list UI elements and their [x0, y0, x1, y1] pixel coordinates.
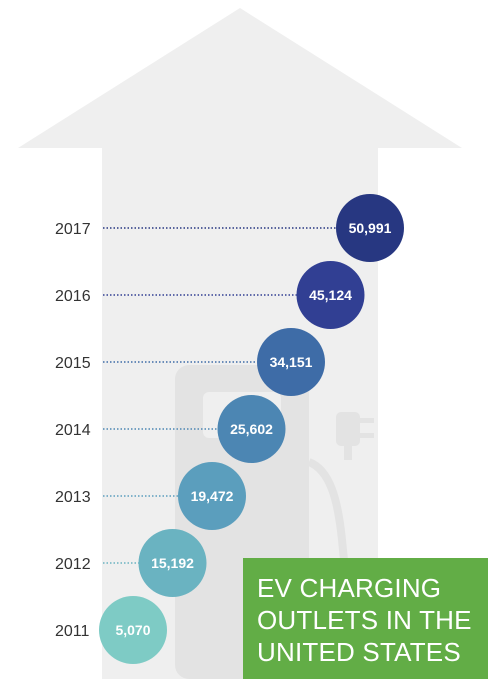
- bubble-2013: [178, 462, 246, 530]
- year-label-2013: 2013: [55, 489, 91, 506]
- bubble-2016: [296, 261, 365, 329]
- bubble-2017: [336, 194, 404, 262]
- year-label-2016: 2016: [55, 288, 91, 305]
- value-label-2017: 50,991: [349, 220, 392, 236]
- year-label-2014: 2014: [55, 422, 91, 439]
- arrow-shape: [18, 8, 462, 679]
- bubble-series: 2011 5,070 2012 15,192 2013 19,472 2014 25,602 2…: [55, 194, 404, 664]
- year-label-2012: 2012: [55, 556, 91, 573]
- value-label-2013: 19,472: [191, 488, 234, 504]
- value-label-2015: 34,151: [270, 354, 313, 370]
- year-label-2011: 2011: [55, 623, 90, 640]
- value-label-2016: 45,124: [309, 287, 352, 303]
- bubble-2015: [257, 328, 325, 396]
- title-line-2: OUTLETS IN THE: [257, 605, 472, 635]
- value-label-2014: 25,602: [230, 421, 273, 437]
- value-label-2011: 5,070: [115, 622, 150, 638]
- title-box: EV CHARGING OUTLETS IN THE UNITED STATES: [243, 558, 488, 679]
- title-line-3: UNITED STATES: [257, 637, 461, 667]
- year-label-2015: 2015: [55, 355, 91, 372]
- bubble-2011: [99, 596, 167, 664]
- bubble-2012: [138, 529, 207, 597]
- value-label-2012: 15,192: [151, 555, 194, 571]
- year-label-2017: 2017: [55, 221, 91, 238]
- title-line-1: EV CHARGING: [257, 573, 442, 603]
- bubble-2014: [217, 395, 286, 463]
